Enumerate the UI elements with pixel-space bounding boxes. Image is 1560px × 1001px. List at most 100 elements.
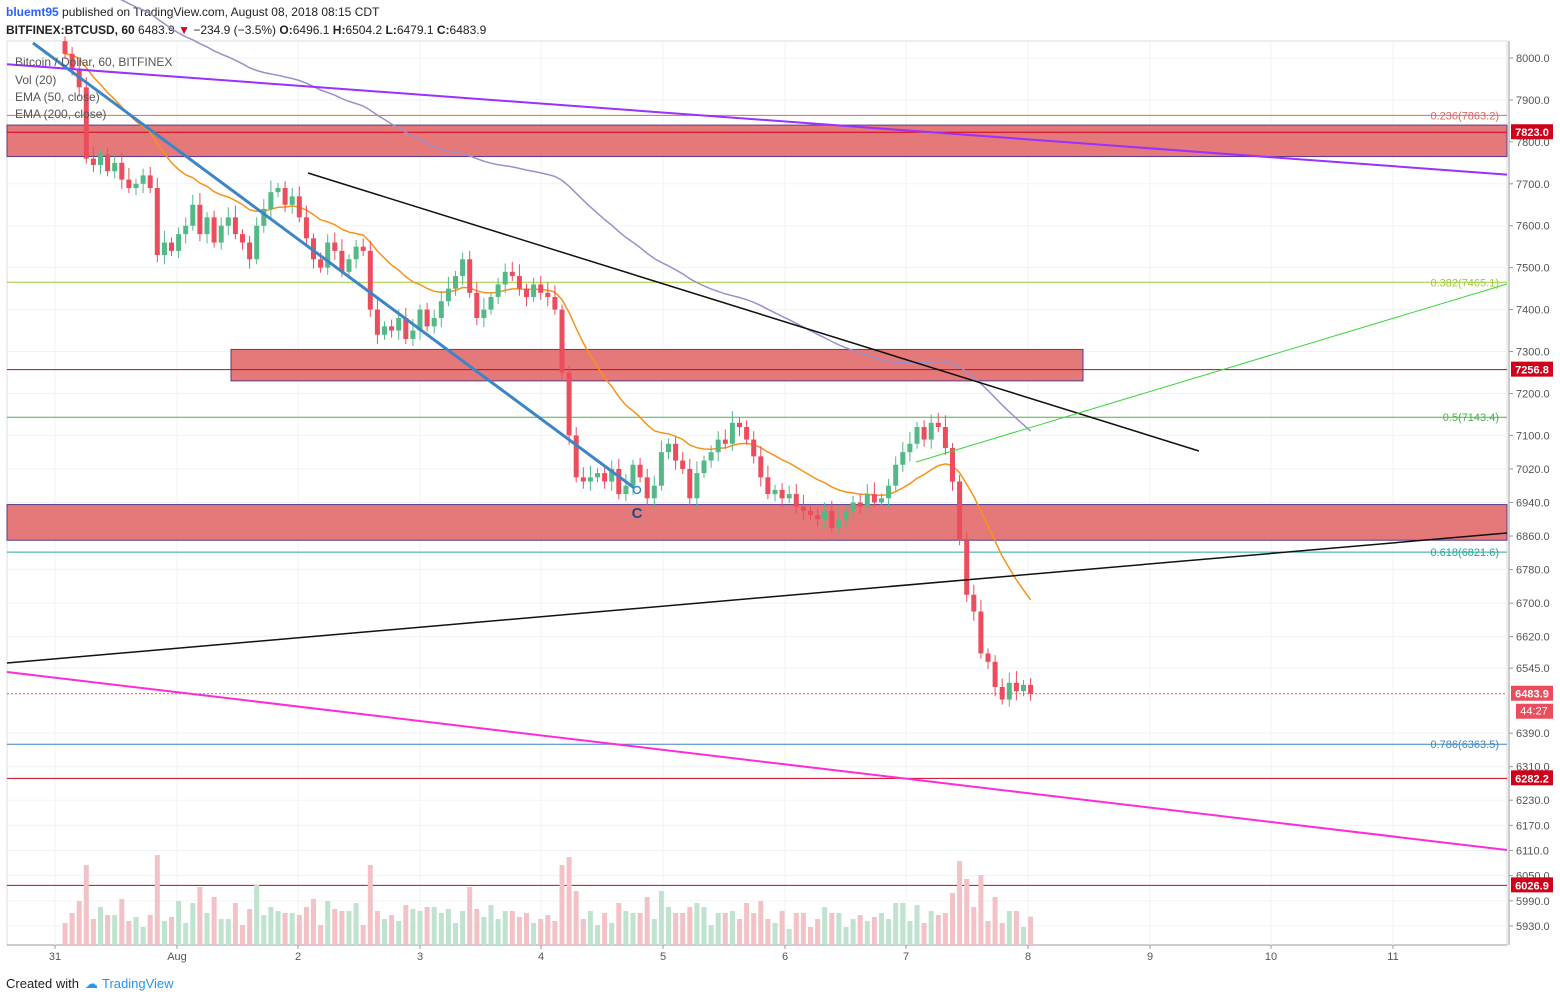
candle-body (112, 162, 118, 172)
candle-body (545, 292, 551, 298)
x-tick-label: 9 (1147, 951, 1153, 963)
candle-body (737, 422, 742, 428)
tradingview-logo-icon[interactable]: ☁ (84, 976, 98, 991)
candle-body (69, 53, 75, 69)
volume-bar (978, 875, 984, 945)
candle-body (793, 494, 799, 507)
volume-bar (595, 925, 600, 945)
candle-body (864, 494, 870, 507)
volume-bar (445, 909, 451, 945)
volume-bar (538, 919, 544, 945)
wave-label: C (632, 505, 643, 522)
candle-body (950, 447, 955, 482)
volume-bar (694, 903, 700, 945)
open-value: 6496.1 (292, 23, 330, 37)
volume-bar (90, 919, 96, 945)
candle-body (566, 372, 572, 436)
volume-bar (303, 907, 309, 945)
volume-bar (666, 907, 671, 945)
legend-volume: Vol (20) (15, 73, 57, 87)
candle-body (240, 234, 245, 243)
candle-body (538, 284, 544, 293)
candle-body (296, 196, 302, 218)
volume-bar (637, 913, 643, 945)
tradingview-brand[interactable]: TradingView (101, 976, 174, 991)
candle-body (268, 192, 274, 209)
candle-body (822, 510, 828, 520)
candle-body (921, 427, 927, 440)
volume-bar (545, 915, 551, 945)
volume-bar (204, 913, 210, 945)
volume-bar (218, 919, 224, 945)
volume-bar (396, 921, 402, 945)
footer: Created with ☁ TradingView (6, 976, 174, 992)
green-trendline (915, 283, 1508, 463)
volume-bar (850, 919, 856, 945)
y-tick-label: 5930.0 (1516, 921, 1550, 933)
volume-bar (992, 897, 998, 945)
candle-body (225, 217, 231, 226)
candle-body (247, 242, 253, 260)
volume-bar (211, 897, 217, 945)
legend-ema50: EMA (50, close) (15, 90, 100, 104)
volume-bar (225, 919, 231, 945)
volume-bar (367, 865, 373, 945)
candle-body (488, 297, 494, 310)
x-tick-label: 8 (1025, 951, 1031, 963)
candle-body (637, 464, 643, 478)
candle-body (119, 162, 125, 180)
candle-body (289, 196, 295, 205)
volume-bar (765, 919, 771, 945)
y-tick-label: 5990.0 (1516, 896, 1550, 908)
volume-bar (509, 911, 515, 945)
volume-bar (481, 917, 487, 945)
candle-body (800, 506, 806, 511)
price-label-bg (1511, 124, 1553, 140)
y-tick-label: 7600.0 (1516, 221, 1550, 233)
supply-zone (230, 348, 1084, 382)
candle-body (339, 250, 345, 272)
publish-date: published on TradingView.com, August 08,… (62, 5, 380, 19)
candle-body (751, 439, 757, 457)
volume-bar (516, 917, 522, 945)
volume-bar (83, 865, 89, 945)
candle-body (353, 246, 359, 260)
candle-body (431, 317, 437, 327)
fib-label: 0.786(6363.5) (1431, 739, 1500, 751)
candle-body (197, 204, 203, 235)
volume-bar (495, 919, 501, 945)
candle-body (481, 309, 487, 318)
x-tick-label: 6 (782, 951, 788, 963)
supply-zone (6, 504, 1508, 541)
price-label: 6483.9 (1515, 689, 1549, 701)
candle-body (105, 154, 111, 172)
candle-body (218, 225, 224, 243)
x-tick-label: 7 (903, 951, 909, 963)
volume-bar (176, 901, 182, 945)
price-label: 7823.0 (1515, 127, 1549, 139)
x-tick-label: 11 (1387, 951, 1398, 963)
volume-bar (871, 917, 877, 945)
volume-bar (417, 911, 423, 945)
candle-body (879, 498, 884, 503)
candle-body (410, 330, 416, 339)
volume-bar (190, 903, 196, 945)
candle-body (666, 443, 671, 453)
candle-body (190, 204, 196, 226)
candle-body (907, 443, 913, 453)
volume-bar (623, 911, 629, 945)
volume-bar (580, 919, 586, 945)
volume-bar (119, 899, 125, 945)
candle-body (942, 427, 948, 448)
candle-body (254, 225, 260, 260)
candle-body (836, 519, 842, 528)
volume-bar (438, 913, 444, 945)
candle-body (871, 494, 877, 503)
volume-bar (289, 913, 295, 945)
candle-body (424, 309, 430, 327)
author-name[interactable]: bluemt95 (6, 5, 59, 19)
candle-body (346, 259, 352, 272)
volume-bar (886, 919, 892, 945)
volume-bar (751, 913, 757, 945)
